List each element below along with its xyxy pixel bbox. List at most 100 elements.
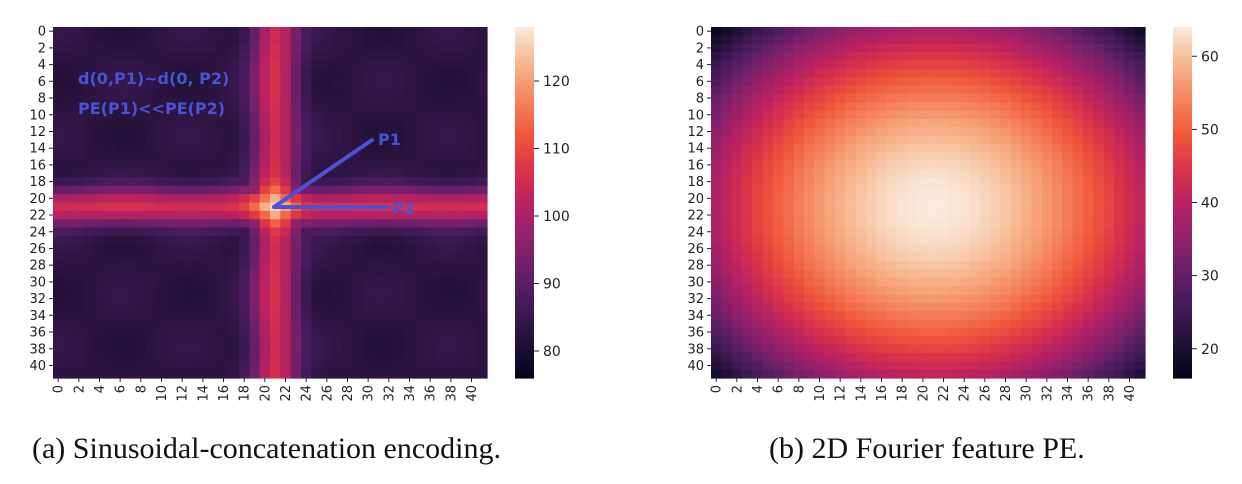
colorbar-segment [1173,354,1192,359]
heatmap-cell [783,127,795,137]
heatmap-cell [311,160,323,170]
heatmap-cell [742,294,753,304]
heatmap-cell [435,202,447,212]
colorbar-segment [1173,220,1192,224]
heatmap-cell [1052,77,1063,87]
heatmap-cell [249,269,261,279]
heatmap-cell [342,185,354,195]
heatmap-cell [969,302,981,312]
heatmap-cell [383,60,395,70]
heatmap-cell [1103,210,1115,220]
heatmap-cell [166,352,178,362]
heatmap-cell [239,185,250,195]
heatmap-cell [156,77,168,87]
heatmap-cell [383,118,395,128]
heatmap-cell [1052,68,1063,78]
heatmap-cell [1041,219,1053,229]
heatmap-cell [342,286,354,296]
heatmap-cell [177,202,188,212]
heatmap-cell [928,110,939,120]
heatmap-cell [907,152,919,162]
heatmap-cell [1000,152,1012,162]
heatmap-cell [1010,144,1022,153]
heatmap-cell [731,319,743,329]
x-tick-label: 14 [854,385,869,402]
heatmap-cell [270,110,281,120]
heatmap-cell [928,311,939,321]
heatmap-cell [1062,43,1074,53]
heatmap-cell [990,210,1001,220]
heatmap-cell [742,43,753,53]
heatmap-cell [959,27,970,36]
heatmap-cell [1000,35,1012,45]
x-tick-label: 2 [72,385,87,393]
heatmap-cell [218,85,230,95]
heatmap-cell [1083,118,1094,128]
heatmap-cell [146,344,157,354]
heatmap-cell [156,269,168,279]
heatmap-cell [783,93,795,103]
heatmap-cell [948,286,960,296]
heatmap-cell [845,294,857,304]
colorbar-segment [1173,82,1192,87]
heatmap-cell [1041,319,1053,329]
heatmap-cell [311,286,323,296]
heatmap-cell [363,352,374,362]
heatmap-cell [187,210,199,220]
colorbar-segment [515,108,534,113]
colorbar-segment [515,307,534,312]
heatmap-cell [1124,160,1136,170]
heatmap-cell [135,269,147,279]
heatmap-cell [866,311,877,321]
heatmap-cell [270,127,281,137]
colorbar-segment [1173,322,1192,326]
colorbar-segment [1173,304,1192,309]
heatmap-cell [824,277,836,287]
heatmap-cell [363,77,374,87]
heatmap-cell [466,93,478,103]
heatmap-cell [886,210,898,220]
heatmap-cell [166,327,178,337]
heatmap-cell [394,302,405,312]
heatmap-cell [1114,344,1125,354]
heatmap-cell [456,352,467,362]
heatmap-cell [969,85,981,95]
heatmap-cell [352,35,364,45]
heatmap-cell [979,68,991,78]
heatmap-cell [845,277,857,287]
heatmap-cell [177,177,188,187]
heatmap-cell [73,77,85,87]
heatmap-cell [249,244,261,254]
heatmap-cell [311,68,323,78]
heatmap-cell [1000,127,1012,137]
heatmap-cell [824,210,836,220]
heatmap-cell [1124,261,1136,270]
heatmap-cell [218,261,230,270]
heatmap-cell [456,319,467,329]
heatmap-cell [352,152,364,162]
heatmap-cell [135,210,147,220]
heatmap-cell [1114,302,1125,312]
heatmap-cell [907,352,919,362]
heatmap-cell [711,68,722,78]
colorbar-segment [515,357,534,362]
heatmap-cell [1062,336,1074,346]
heatmap-cell [1041,227,1053,237]
heatmap-cell [156,210,168,220]
heatmap-cell [804,235,815,245]
heatmap-cell [187,135,199,145]
heatmap-cell [249,327,261,337]
heatmap-cell [414,227,426,237]
heatmap-cell [773,77,784,87]
colorbar-segment [515,366,534,370]
heatmap-cell [280,185,292,195]
heatmap-cell [928,319,939,329]
heatmap-cell [752,235,764,245]
heatmap-cell [332,43,343,53]
heatmap-cell [1041,52,1053,62]
heatmap-cell [1010,93,1022,103]
heatmap-cell [773,194,784,204]
colorbar-segment [515,32,534,37]
heatmap-cell [783,202,795,212]
heatmap-cell [1103,202,1115,212]
